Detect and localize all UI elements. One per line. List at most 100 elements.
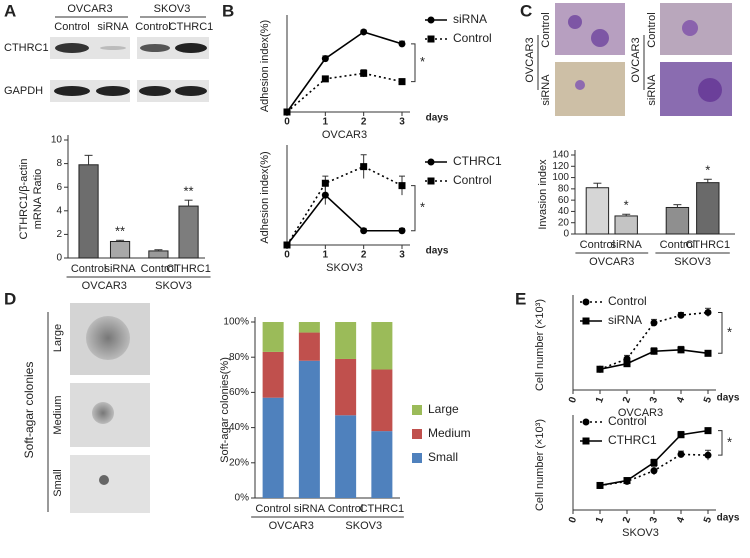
group-label: SKOV3	[345, 520, 382, 532]
marker	[596, 481, 604, 489]
annotation: *	[727, 324, 732, 339]
colony-title: Soft-agar colonies	[22, 362, 36, 459]
y-tick-label: 2	[56, 229, 62, 240]
colony-size: Small	[52, 469, 64, 497]
invasion-image	[555, 3, 625, 55]
y-tick-label: 0	[563, 229, 569, 240]
marker	[398, 182, 406, 190]
marker	[677, 431, 685, 439]
legend-label: Control	[608, 414, 647, 428]
x-tick-label: 5	[702, 395, 714, 404]
blot-cell-line: SKOV3	[154, 3, 191, 15]
x-tick-label: 1	[594, 515, 606, 524]
x-tick-label: 1	[594, 395, 606, 404]
invasion-image	[555, 62, 625, 116]
bar	[585, 187, 610, 235]
marker	[704, 451, 712, 459]
y-axis-label: Adhesion index(%)	[259, 151, 271, 243]
x-tick-label: 3	[648, 515, 660, 524]
bar	[614, 215, 638, 235]
x-axis-label: SKOV3	[622, 527, 659, 539]
x-tick-label: 2	[361, 117, 367, 128]
marker	[360, 227, 368, 235]
y-tick-label: 8	[56, 158, 62, 169]
y-tick-label: 80%	[229, 352, 249, 363]
y-tick-label: 120	[552, 161, 569, 172]
group-label: OVCAR3	[589, 256, 634, 268]
invasion-cell-line: OVCAR3	[524, 37, 536, 82]
x-tick-label: 1	[323, 250, 329, 261]
x-tick-label: 0	[567, 515, 579, 524]
y-tick-label: 60	[558, 195, 570, 206]
x-axis-label: SKOV3	[326, 262, 363, 274]
y-axis-label: Cell number (×10³)	[534, 299, 546, 391]
colony-size: Large	[52, 324, 64, 352]
y-axis-label: mRNA Ratio	[32, 169, 44, 230]
x-tick-label: 0	[284, 250, 290, 261]
bar	[78, 164, 99, 259]
legend-label: Control	[453, 173, 492, 187]
legend-swatch	[412, 405, 422, 415]
x-tick-label: 3	[648, 395, 660, 404]
marker	[650, 467, 658, 475]
x-tick-label: 2	[361, 250, 367, 261]
y-axis-label: Soft-agar colonies(%)	[219, 357, 231, 463]
y-axis-label: Invasion index	[537, 159, 549, 230]
x-axis-unit: days	[717, 393, 740, 404]
legend-swatch	[412, 429, 422, 439]
bar-segment	[298, 360, 320, 498]
group-label: OVCAR3	[269, 520, 314, 532]
invasion-condition: siRNA	[540, 74, 552, 106]
marker	[704, 427, 712, 435]
x-tick-label: siRNA	[294, 503, 326, 515]
blot-row: GAPDH	[4, 85, 43, 97]
x-tick-label: CTHRC1	[360, 503, 405, 515]
marker	[582, 317, 590, 325]
bar-segment	[371, 322, 393, 370]
marker	[623, 477, 631, 485]
marker	[321, 55, 329, 63]
annotation: *	[624, 198, 629, 213]
panel-label: D	[4, 289, 16, 308]
bar	[665, 206, 690, 235]
x-tick-label: Control	[660, 239, 695, 251]
annotation: **	[183, 184, 193, 199]
x-tick-label: 0	[284, 117, 290, 128]
legend-label: siRNA	[608, 313, 642, 327]
x-tick-label: 4	[675, 515, 687, 524]
bar-segment	[335, 322, 357, 359]
x-tick-label: siRNA	[104, 263, 136, 275]
colony	[99, 475, 109, 485]
significance-bracket	[411, 43, 416, 83]
annotation: *	[705, 163, 710, 178]
marker	[582, 418, 590, 426]
blot-row: CTHRC1	[4, 42, 49, 54]
x-axis-unit: days	[426, 113, 449, 124]
x-axis-unit: days	[717, 513, 740, 524]
annotation: *	[420, 200, 425, 215]
y-tick-label: 10	[51, 135, 63, 146]
marker	[283, 108, 291, 116]
marker	[650, 319, 658, 327]
y-tick-label: 100%	[223, 317, 249, 328]
legend-label: CTHRC1	[608, 433, 657, 447]
marker	[427, 35, 435, 43]
x-tick-label: CTHRC1	[685, 239, 730, 251]
blot-cell-line: OVCAR3	[67, 3, 112, 15]
marker	[623, 360, 631, 368]
panel-label: E	[515, 289, 526, 308]
x-tick-label: Control	[328, 503, 363, 515]
x-tick-label: 4	[675, 395, 687, 404]
x-axis-label: OVCAR3	[322, 129, 367, 141]
legend-label: Medium	[428, 426, 471, 440]
marker	[704, 308, 712, 316]
marker	[321, 179, 329, 187]
blot-band	[54, 86, 90, 96]
marker	[427, 158, 435, 166]
invasion-condition: Control	[540, 12, 552, 47]
group-label: SKOV3	[155, 280, 192, 292]
y-tick-label: 0%	[235, 493, 250, 504]
marker	[582, 298, 590, 306]
x-tick-label: siRNA	[611, 239, 643, 251]
